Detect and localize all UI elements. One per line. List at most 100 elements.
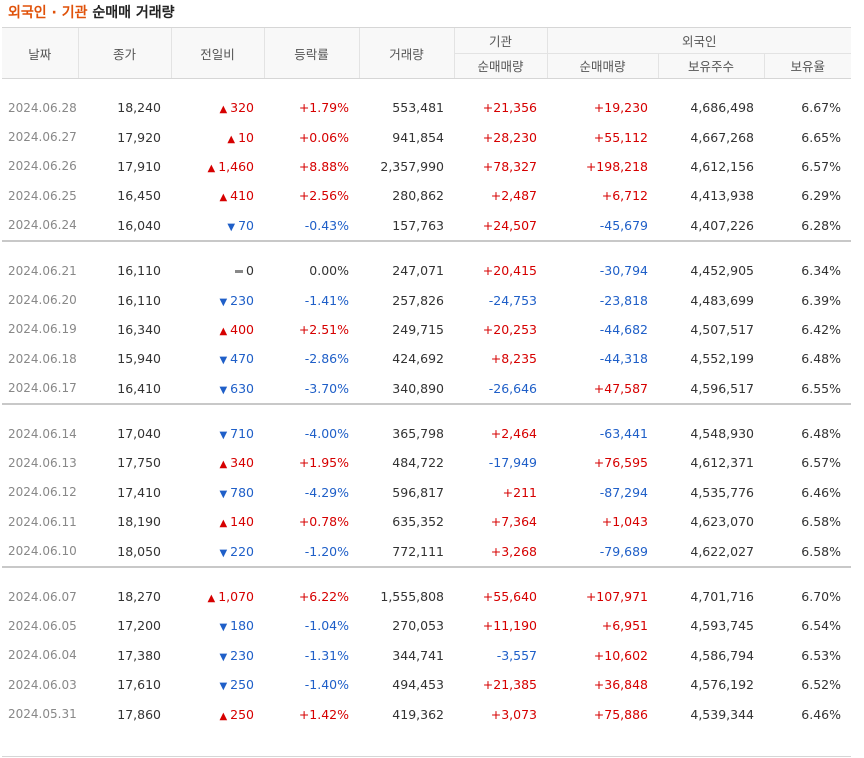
holdings-cell: 4,576,192	[658, 670, 764, 699]
institution-net-cell: -17,949	[454, 448, 547, 477]
volume-cell: 772,111	[359, 536, 454, 566]
table-end-spacer	[2, 729, 851, 743]
table-row: 2024.06.26 17,910 ▲ 1,460 +8.88% 2,357,990 +78…	[2, 152, 851, 181]
close-cell: 17,910	[78, 152, 171, 181]
institution-net-cell-value: +21,385	[482, 677, 537, 693]
institution-net-cell-value: +7,364	[490, 514, 537, 530]
flat-dash-icon	[235, 270, 244, 274]
ratio-cell-value: 6.39%	[801, 292, 841, 308]
change-cell-value: 470	[230, 351, 254, 367]
holdings-cell: 4,622,027	[658, 536, 764, 566]
up-arrow-icon: ▲	[219, 459, 228, 471]
holdings-cell-value: 4,483,699	[690, 292, 754, 308]
close-cell: 16,110	[78, 256, 171, 285]
header-institution: 기관	[453, 27, 547, 53]
date-cell-value: 2024.06.13	[8, 455, 77, 470]
header-institution-net: 순매매량	[453, 52, 547, 79]
rate-cell: +1.95%	[264, 448, 359, 477]
table-row: 2024.06.19 16,340 ▲ 400 +2.51% 249,715 +20,253…	[2, 315, 851, 344]
close-cell: 17,040	[78, 419, 171, 448]
holdings-cell: 4,612,156	[658, 152, 764, 181]
change-cell: 0	[171, 256, 264, 285]
volume-cell-value: 424,692	[392, 351, 444, 367]
change-cell-value: 250	[230, 706, 254, 722]
header-foreign: 외국인	[546, 27, 851, 53]
ratio-cell-value: 6.46%	[801, 706, 841, 722]
date-cell-value: 2024.06.24	[8, 218, 77, 233]
change-cell-value: 1,070	[218, 589, 254, 605]
ratio-cell-value: 6.55%	[801, 380, 841, 396]
row-group: 2024.06.14 17,040 ▼ 710 -4.00% 365,798 +2,464-…	[2, 402, 851, 567]
rate-cell: +0.06%	[264, 122, 359, 151]
change-cell: ▲ 340	[171, 448, 264, 477]
foreign-net-cell: +36,848	[547, 670, 658, 699]
date-cell: 2024.06.27	[2, 122, 78, 151]
down-arrow-icon: ▼	[219, 651, 228, 663]
change-cell: ▼ 250	[171, 670, 264, 699]
holdings-cell: 4,413,938	[658, 181, 764, 210]
foreign-net-cell-value: +19,230	[593, 100, 648, 116]
close-cell-value: 17,200	[117, 618, 161, 634]
rate-cell-value: 0.00%	[309, 263, 349, 279]
holdings-cell-value: 4,586,794	[690, 647, 754, 663]
date-cell-value: 2024.06.05	[8, 618, 77, 633]
ratio-cell-value: 6.57%	[801, 455, 841, 471]
down-arrow-icon: ▼	[219, 488, 228, 500]
rate-cell-value: -2.86%	[304, 351, 349, 367]
up-arrow-icon: ▲	[207, 162, 216, 174]
volume-cell-value: 270,053	[392, 618, 444, 634]
holdings-cell-value: 4,552,199	[690, 351, 754, 367]
change-cell: ▼ 630	[171, 374, 264, 404]
institution-net-cell-value: +8,235	[490, 351, 537, 367]
ratio-cell: 6.57%	[764, 448, 851, 477]
foreign-net-cell: +76,595	[547, 448, 658, 477]
institution-net-cell: +20,415	[454, 256, 547, 285]
ratio-cell-value: 6.46%	[801, 484, 841, 500]
header-volume: 거래량	[358, 27, 454, 79]
ratio-cell-value: 6.48%	[801, 351, 841, 367]
table-bottom-border	[2, 756, 851, 757]
table-row: 2024.06.27 17,920 ▲ 10 +0.06% 941,854 +28,230 +…	[2, 122, 851, 151]
rate-cell: +6.22%	[264, 582, 359, 611]
close-cell: 17,410	[78, 478, 171, 507]
date-cell-value: 2024.06.17	[8, 381, 77, 396]
close-cell: 16,450	[78, 181, 171, 210]
rate-cell-value: +1.42%	[298, 706, 349, 722]
close-cell-value: 18,240	[117, 100, 161, 116]
up-arrow-icon: ▲	[219, 518, 228, 530]
holdings-cell: 4,686,498	[658, 93, 764, 122]
rate-cell-value: +1.95%	[298, 455, 349, 471]
close-cell: 18,050	[78, 536, 171, 566]
close-cell: 16,410	[78, 374, 171, 404]
change-cell: ▲ 140	[171, 507, 264, 536]
holdings-cell-value: 4,535,776	[690, 484, 754, 500]
close-cell: 17,920	[78, 122, 171, 151]
close-cell-value: 15,940	[117, 351, 161, 367]
volume-cell-value: 596,817	[392, 484, 444, 500]
change-cell-value: 70	[238, 217, 254, 233]
holdings-cell: 4,539,344	[658, 699, 764, 728]
holdings-cell-value: 4,593,745	[690, 618, 754, 634]
volume-cell: 484,722	[359, 448, 454, 477]
ratio-cell-value: 6.28%	[801, 217, 841, 233]
foreign-net-cell-value: +6,712	[601, 188, 648, 204]
table-row: 2024.06.12 17,410 ▼ 780 -4.29% 596,817 +211 -87…	[2, 478, 851, 507]
holdings-cell-value: 4,612,156	[690, 158, 754, 174]
change-cell: ▼ 470	[171, 344, 264, 373]
ratio-cell: 6.29%	[764, 181, 851, 210]
institution-net-cell-value: +21,356	[482, 100, 537, 116]
rate-cell: 0.00%	[264, 256, 359, 285]
section-title-rest: 순매매 거래량	[87, 5, 175, 21]
foreign-net-cell: -44,682	[547, 315, 658, 344]
change-cell-value: 400	[230, 321, 254, 337]
ratio-cell-value: 6.48%	[801, 426, 841, 442]
holdings-cell: 4,596,517	[658, 374, 764, 404]
foreign-net-cell: +198,218	[547, 152, 658, 181]
institution-net-cell-value: +78,327	[482, 158, 537, 174]
change-cell: ▲ 1,460	[171, 152, 264, 181]
close-cell-value: 18,050	[117, 543, 161, 559]
header-rate: 등락률	[263, 27, 359, 79]
volume-cell-value: 635,352	[392, 514, 444, 530]
change-cell: ▲ 410	[171, 181, 264, 210]
holdings-cell-value: 4,701,716	[690, 589, 754, 605]
